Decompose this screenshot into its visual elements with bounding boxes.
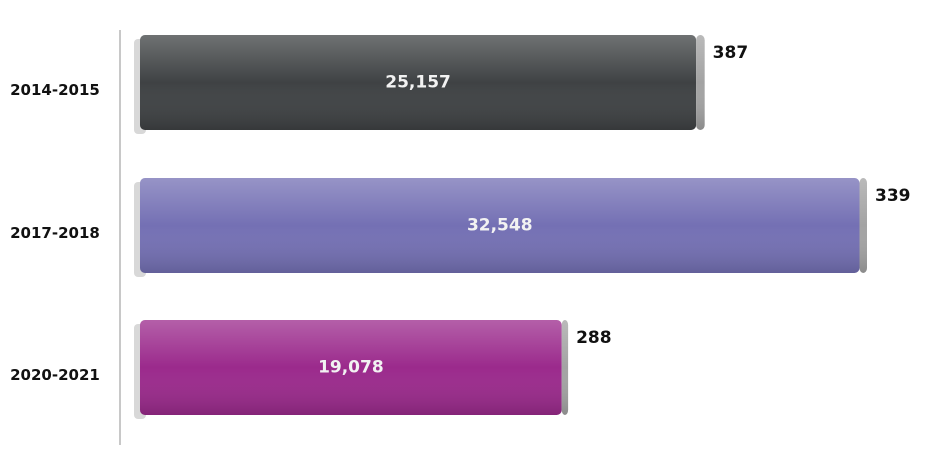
- bar-gloss: [696, 35, 705, 130]
- value-label: 339: [875, 186, 911, 206]
- bar-gloss: [140, 35, 697, 130]
- value-label: 288: [576, 328, 612, 348]
- category-label: 2017-2018: [10, 224, 100, 242]
- bar-gloss: [140, 178, 860, 273]
- value-label: 32,548: [467, 216, 533, 236]
- bar-gloss: [140, 320, 562, 415]
- category-label: 2014-2015: [10, 81, 100, 99]
- bar-gloss: [859, 178, 867, 273]
- value-label: 387: [713, 43, 749, 63]
- bar-gloss: [561, 320, 569, 415]
- value-label: 19,078: [318, 358, 384, 378]
- category-label: 2020-2021: [10, 366, 100, 384]
- value-label: 25,157: [385, 73, 451, 93]
